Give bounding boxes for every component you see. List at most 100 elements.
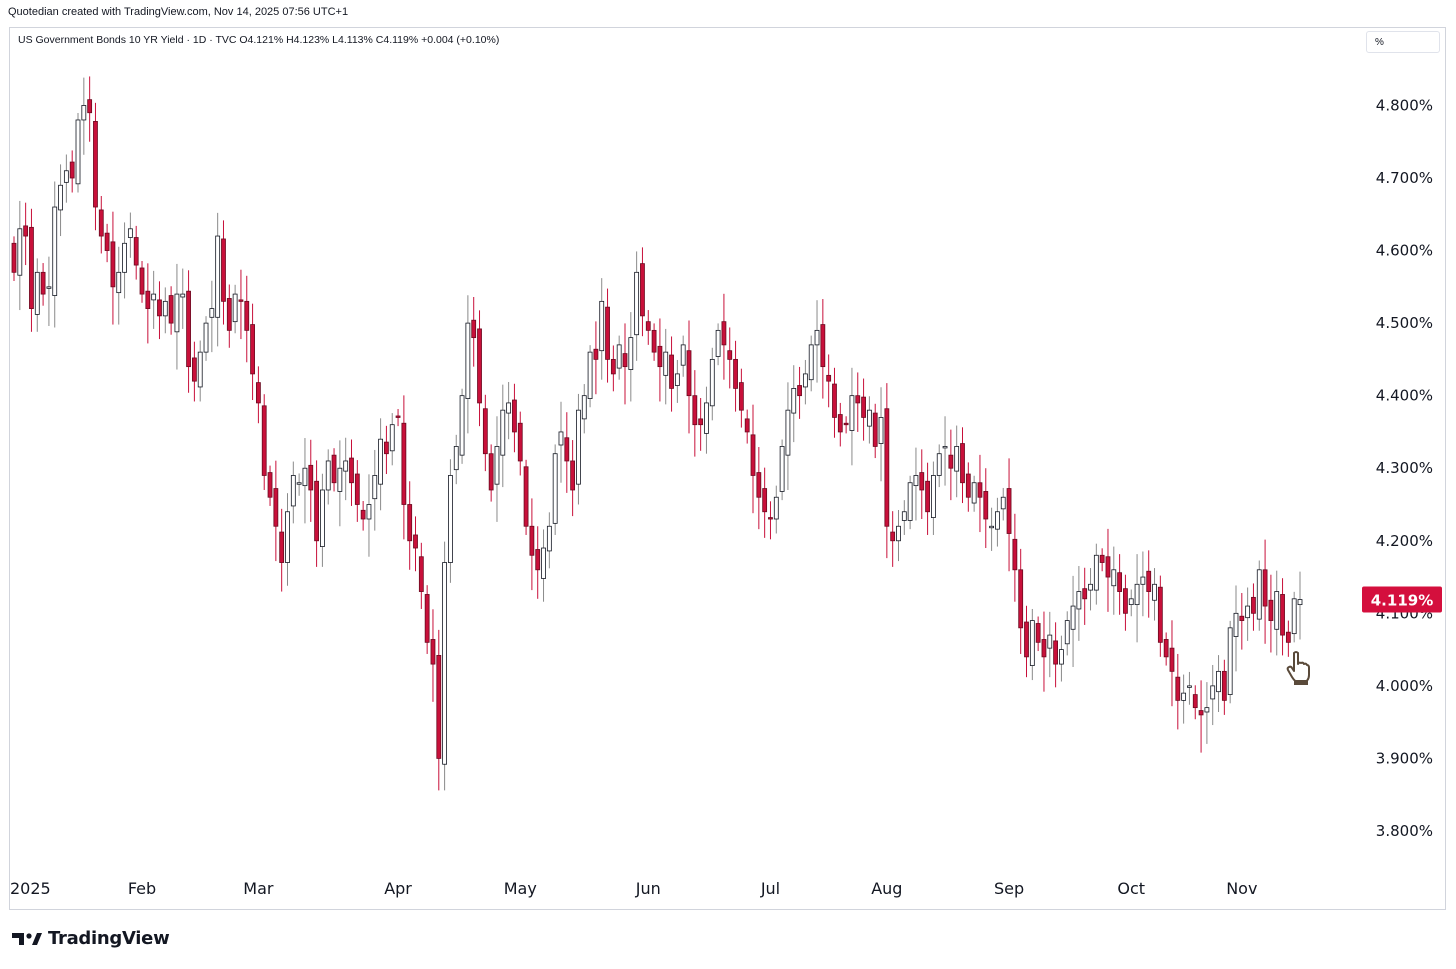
candle[interactable] <box>46 256 52 327</box>
candle[interactable] <box>75 113 81 193</box>
candle[interactable] <box>1076 566 1082 641</box>
candle[interactable] <box>634 251 640 361</box>
candle[interactable] <box>715 323 721 366</box>
candle[interactable] <box>1181 674 1187 724</box>
candle[interactable] <box>814 300 820 383</box>
candle[interactable] <box>576 393 581 505</box>
candle[interactable] <box>738 368 744 428</box>
unit-selector[interactable]: % <box>1366 31 1440 53</box>
candle[interactable] <box>1221 659 1227 715</box>
candle[interactable] <box>704 386 709 454</box>
candle[interactable] <box>890 511 896 567</box>
candle[interactable] <box>122 222 127 299</box>
candle[interactable] <box>52 181 58 328</box>
candle[interactable] <box>11 236 17 282</box>
candle[interactable] <box>552 444 558 535</box>
candle[interactable] <box>558 401 564 483</box>
candle[interactable] <box>1041 611 1047 692</box>
candle[interactable] <box>372 449 378 531</box>
candle[interactable] <box>1169 620 1175 707</box>
candle[interactable] <box>273 460 279 562</box>
candle[interactable] <box>1297 571 1303 640</box>
candle[interactable] <box>913 447 919 521</box>
candle[interactable] <box>995 497 1000 547</box>
candle[interactable] <box>960 427 965 504</box>
candle[interactable] <box>180 268 186 329</box>
candle[interactable] <box>1093 543 1099 605</box>
candle[interactable] <box>692 370 698 457</box>
candle[interactable] <box>203 316 209 361</box>
candle[interactable] <box>442 541 448 791</box>
candle[interactable] <box>23 202 29 266</box>
candle[interactable] <box>389 413 395 466</box>
candle[interactable] <box>488 444 494 502</box>
candle[interactable] <box>1024 605 1029 678</box>
candle[interactable] <box>768 501 773 540</box>
candle[interactable] <box>535 526 541 599</box>
candle[interactable] <box>459 388 465 464</box>
candle[interactable] <box>663 328 669 405</box>
candle[interactable] <box>1018 548 1024 654</box>
candle[interactable] <box>1088 568 1093 611</box>
candle[interactable] <box>832 367 837 438</box>
candle[interactable] <box>255 366 261 424</box>
candle[interactable] <box>1256 560 1262 631</box>
candle[interactable] <box>616 335 622 380</box>
candle[interactable] <box>325 449 331 505</box>
candle[interactable] <box>17 200 23 311</box>
candle[interactable] <box>843 416 849 434</box>
candle[interactable] <box>610 345 616 392</box>
candle[interactable] <box>238 269 244 340</box>
candle[interactable] <box>1146 550 1152 618</box>
candle[interactable] <box>354 460 360 522</box>
candle[interactable] <box>93 102 98 231</box>
candle[interactable] <box>197 340 203 402</box>
candle[interactable] <box>587 345 593 408</box>
candle[interactable] <box>366 474 372 557</box>
candle[interactable] <box>948 429 954 501</box>
candle[interactable] <box>424 585 430 654</box>
candle[interactable] <box>110 211 116 325</box>
candle[interactable] <box>1163 632 1169 666</box>
candle[interactable] <box>244 275 250 363</box>
candle[interactable] <box>360 501 366 531</box>
candle[interactable] <box>866 396 872 444</box>
candle[interactable] <box>384 425 389 475</box>
candle[interactable] <box>1134 554 1140 643</box>
candle[interactable] <box>331 448 337 492</box>
candle[interactable] <box>226 284 232 348</box>
candle[interactable] <box>279 508 285 592</box>
candle[interactable] <box>191 341 197 402</box>
candle[interactable] <box>1274 570 1280 656</box>
candle[interactable] <box>640 247 645 337</box>
candle[interactable] <box>139 261 145 303</box>
candle[interactable] <box>546 512 552 569</box>
candle[interactable] <box>63 154 69 203</box>
candle[interactable] <box>261 394 267 490</box>
candle[interactable] <box>919 449 925 520</box>
candle[interactable] <box>657 318 663 402</box>
candle[interactable] <box>378 418 383 511</box>
candle[interactable] <box>1239 593 1245 650</box>
candle[interactable] <box>145 263 151 344</box>
candle[interactable] <box>1291 591 1297 643</box>
candle[interactable] <box>1210 664 1216 726</box>
candle[interactable] <box>1029 608 1035 681</box>
candle[interactable] <box>133 225 139 280</box>
candle[interactable] <box>40 263 46 306</box>
candle[interactable] <box>1070 575 1076 668</box>
candle[interactable] <box>127 212 133 258</box>
candle[interactable] <box>1123 574 1128 631</box>
candle[interactable] <box>1251 583 1256 631</box>
candle[interactable] <box>989 507 994 551</box>
candle[interactable] <box>733 340 738 412</box>
candle[interactable] <box>250 303 255 401</box>
candle[interactable] <box>785 382 791 490</box>
candle[interactable] <box>151 270 157 329</box>
candle[interactable] <box>861 378 866 441</box>
candle[interactable] <box>1227 620 1233 704</box>
candle[interactable] <box>34 258 40 332</box>
candle[interactable] <box>855 372 861 432</box>
candle[interactable] <box>744 409 750 444</box>
